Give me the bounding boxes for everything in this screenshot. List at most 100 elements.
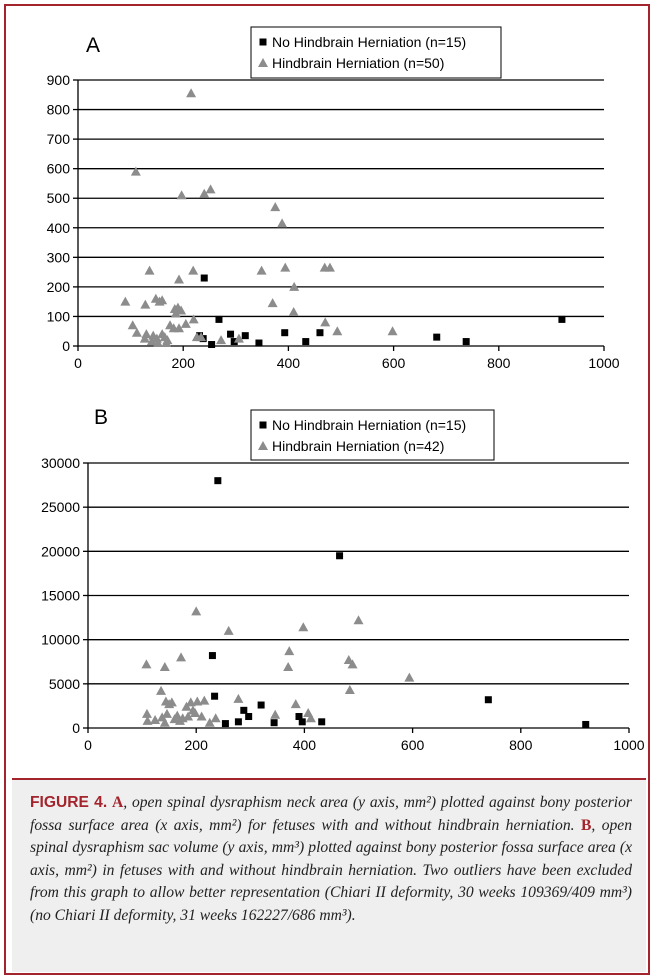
panel-a-herniation-point (140, 299, 151, 309)
panel-b-herniation-point (204, 717, 215, 727)
panel-b-herniation-point (233, 693, 244, 703)
panel-b-no-herniation-point (245, 713, 253, 721)
figure-caption: FIGURE 4. A, open spinal dysraphism neck… (12, 778, 646, 972)
panel-b-y-tick-label: 20000 (41, 543, 80, 559)
panel-a-herniation-point (146, 336, 157, 346)
panel-b-herniation-point (196, 711, 207, 721)
panel-b-herniation-point (141, 659, 152, 669)
panel-a-herniation-point (130, 166, 141, 176)
panel-b-herniation-point (199, 695, 210, 705)
panel-a-herniation-point (270, 202, 281, 212)
panel-a-herniation-point (170, 308, 181, 318)
panel-a-legend (250, 26, 502, 79)
panel-a-herniation-point (152, 338, 163, 348)
panel-a-herniation-point (180, 318, 191, 328)
panel-b-y-tick-label: 25000 (41, 499, 80, 515)
panel-a-herniation-point (188, 265, 199, 275)
panel-a-no-herniation-point (462, 338, 470, 346)
panel-b-no-herniation-point (298, 718, 306, 726)
panel-a-herniation-point (173, 323, 184, 333)
panel-a-herniation-point (289, 281, 300, 291)
panel-b-legend-marker (258, 441, 268, 450)
panel-a-herniation-point (141, 329, 152, 339)
panel-b-herniation-point (192, 696, 203, 706)
panel-a-y-tick-label: 200 (47, 279, 71, 295)
panel-b-herniation-point (141, 708, 152, 718)
panel-a-x-tick-label: 800 (487, 355, 511, 371)
panel-b-no-herniation-point (270, 719, 278, 727)
panel-a-herniation-point (173, 274, 184, 284)
panel-a-no-herniation-point (230, 338, 238, 346)
figure-charts: A 0 100 200 300 400 500 600 700 800 900 0 200 400 600 8… (41, 26, 645, 753)
panel-b-herniation-point (353, 615, 364, 625)
panel-b-y-tick-label: 0 (72, 720, 80, 736)
panel-b-legend (250, 409, 495, 461)
panel-b-herniation-point (290, 699, 301, 709)
panel-b-herniation-point (305, 713, 316, 723)
panel-a-herniation-point (288, 307, 299, 317)
panel-b-x-tick-label: 600 (401, 737, 425, 753)
panel-b-herniation-point (166, 697, 177, 707)
panel-a-no-herniation-point (316, 329, 324, 337)
panel-b-y-tick-label: 30000 (41, 455, 80, 471)
panel-a-herniation-point (144, 265, 155, 275)
panel-a-y-tick-label: 700 (47, 131, 71, 147)
panel-b-herniation-point (210, 713, 221, 723)
panel-a-herniation-point (256, 265, 267, 275)
panel-b-herniation-point (183, 711, 194, 721)
panel-a-y-tick-label: 500 (47, 190, 71, 206)
panel-a-herniation-point (267, 298, 278, 308)
panel-b-herniation-point (159, 662, 170, 672)
panel-a-herniation-point (277, 218, 288, 228)
panel-b-herniation-point (298, 622, 309, 632)
panel-b-x-tick-label: 0 (84, 737, 92, 753)
panel-a-y-tick-label: 600 (47, 161, 71, 177)
panel-b-herniation-point (223, 625, 234, 635)
panel-a-y-tick-label: 0 (62, 338, 70, 354)
panel-a-herniation-point (233, 333, 244, 343)
panel-b-no-herniation-point (240, 706, 248, 714)
panel-b-legend-entry: Hindbrain Herniation (n=42) (272, 438, 444, 454)
panel-b-no-herniation-point (208, 652, 216, 660)
panel-a-herniation-point (186, 88, 197, 98)
panel-a-herniation-point (176, 190, 187, 200)
panel-a-x-tick-label: 400 (277, 355, 301, 371)
panel-b-y-tick-label: 15000 (41, 588, 80, 604)
panel-b-herniation-point (270, 709, 281, 719)
panel-a-chart: A 0 100 200 300 400 500 600 700 800 900 0 200 400 600 8… (47, 26, 620, 371)
panel-a-herniation-point (332, 326, 343, 336)
panel-a-label: A (86, 34, 100, 57)
panel-b-herniation-point (161, 708, 172, 718)
figure-frame: A 0 100 200 300 400 500 600 700 800 900 0 200 400 600 8… (4, 4, 650, 975)
caption-figure-label: FIGURE 4. (30, 794, 108, 811)
panel-b-x-tick-label: 800 (509, 737, 533, 753)
panel-a-herniation-point (320, 317, 331, 327)
panel-b-no-herniation-point (295, 713, 303, 721)
panel-b-no-herniation-point (234, 718, 242, 726)
panel-b-legend-entry: No Hindbrain Herniation (n=15) (272, 417, 466, 433)
panel-b-herniation-point (404, 672, 415, 682)
panel-a-no-herniation-point (227, 330, 235, 338)
panel-a-herniation-point (280, 262, 291, 272)
caption-text-a: , open spinal dysraphism neck area (y ax… (30, 794, 632, 834)
panel-a-x-tick-label: 600 (382, 355, 406, 371)
panel-b-herniation-point (347, 659, 358, 669)
panel-a-x-tick-label: 200 (172, 355, 196, 371)
panel-a-herniation-point (151, 333, 162, 343)
panel-a-herniation-point (387, 326, 398, 336)
panel-a-no-herniation-point (208, 341, 216, 349)
caption-text-b: , open spinal dysraphism sac volume (y a… (30, 816, 633, 924)
panel-b-herniation-point (344, 685, 355, 695)
panel-a-no-herniation-point (281, 329, 289, 337)
panel-a-herniation-point (127, 320, 138, 330)
panel-a-no-herniation-point (241, 332, 249, 340)
panel-b-no-herniation-point (257, 701, 265, 709)
panel-b-herniation-point (283, 662, 294, 672)
panel-b-no-herniation-point (582, 720, 590, 728)
panel-b-no-herniation-point (336, 552, 344, 560)
panel-b-x-tick-label: 1000 (613, 737, 644, 753)
panel-a-herniation-point (157, 295, 168, 305)
panel-a-x-tick-label: 1000 (588, 355, 619, 371)
panel-a-no-herniation-point (558, 315, 566, 323)
panel-b-legend-marker (259, 421, 267, 429)
